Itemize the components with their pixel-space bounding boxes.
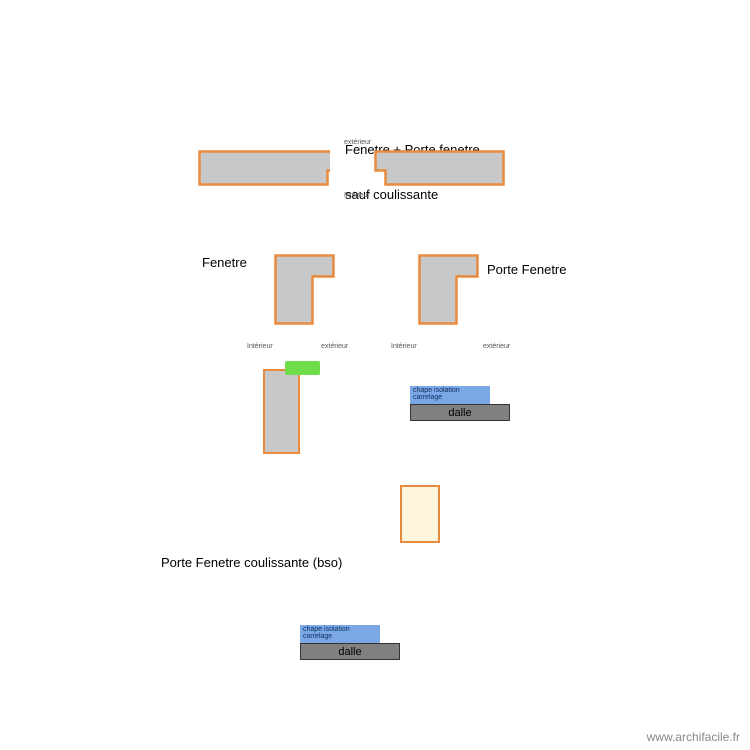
chape-block-2: chape isolation carrelage <box>300 625 380 643</box>
chape-text-2a: chape isolation <box>303 626 377 633</box>
chape-text-1a: chape isolation <box>413 387 487 394</box>
label-fenetre: Fenetre <box>202 255 247 270</box>
label-porte-fenetre: Porte Fenetre <box>487 262 567 277</box>
top-left-wall <box>197 149 330 187</box>
cream-rect <box>400 485 440 543</box>
label-exterieur-left: extérieur <box>321 343 348 350</box>
chape-block-1: chape isolation carrelage <box>410 386 490 404</box>
porte-fenetre-shape <box>417 253 480 326</box>
label-interieur-left: Intérieur <box>247 343 273 350</box>
top-right-wall <box>373 149 506 187</box>
lower-gray-block <box>263 369 300 454</box>
chape-text-2b: carrelage <box>303 633 377 640</box>
green-cap <box>285 361 320 375</box>
label-exterieur-top: extérieur <box>344 139 371 146</box>
label-porte-coulissante: Porte Fenetre coulissante (bso) <box>161 555 342 570</box>
watermark: www.archifacile.fr <box>647 730 740 744</box>
label-interieur-top: Intérieur <box>344 192 370 199</box>
label-exterieur-right: extérieur <box>483 343 510 350</box>
dalle-block-2: dalle <box>300 643 400 660</box>
dalle-text-2: dalle <box>338 646 361 658</box>
label-interieur-right: Intérieur <box>391 343 417 350</box>
fenetre-shape <box>273 253 336 326</box>
diagram-canvas: Fenetre + Porte fenetre sauf coulissante… <box>0 0 750 750</box>
dalle-text-1: dalle <box>448 407 471 419</box>
dalle-block-1: dalle <box>410 404 510 421</box>
chape-text-1b: carrelage <box>413 394 487 401</box>
